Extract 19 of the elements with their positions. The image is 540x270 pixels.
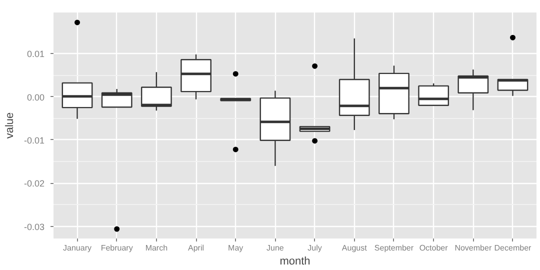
x-tick-label: October — [419, 244, 448, 252]
x-tick-label: January — [63, 244, 92, 252]
y-tick-label: -0.02 — [24, 178, 44, 189]
y-tick-label: -0.01 — [24, 135, 44, 146]
y-tick-label: -0.03 — [24, 222, 44, 232]
x-tick-label: September — [374, 244, 414, 252]
x-tick-label: May — [228, 244, 244, 252]
y-axis-title: value — [4, 112, 16, 139]
x-tick-label: December — [494, 244, 532, 252]
x-tick-label: March — [145, 244, 168, 252]
x-tick-label: November — [454, 244, 492, 252]
y-tick-label: 0.00 — [26, 92, 45, 102]
x-tick-label: February — [100, 244, 133, 252]
x-axis-title: month — [280, 256, 310, 268]
x-tick-label: June — [266, 244, 284, 252]
x-tick-label: August — [342, 244, 368, 252]
x-tick-label: April — [188, 244, 204, 252]
y-tick-label: 0.01 — [26, 49, 45, 60]
x-tick-label: July — [308, 244, 322, 252]
